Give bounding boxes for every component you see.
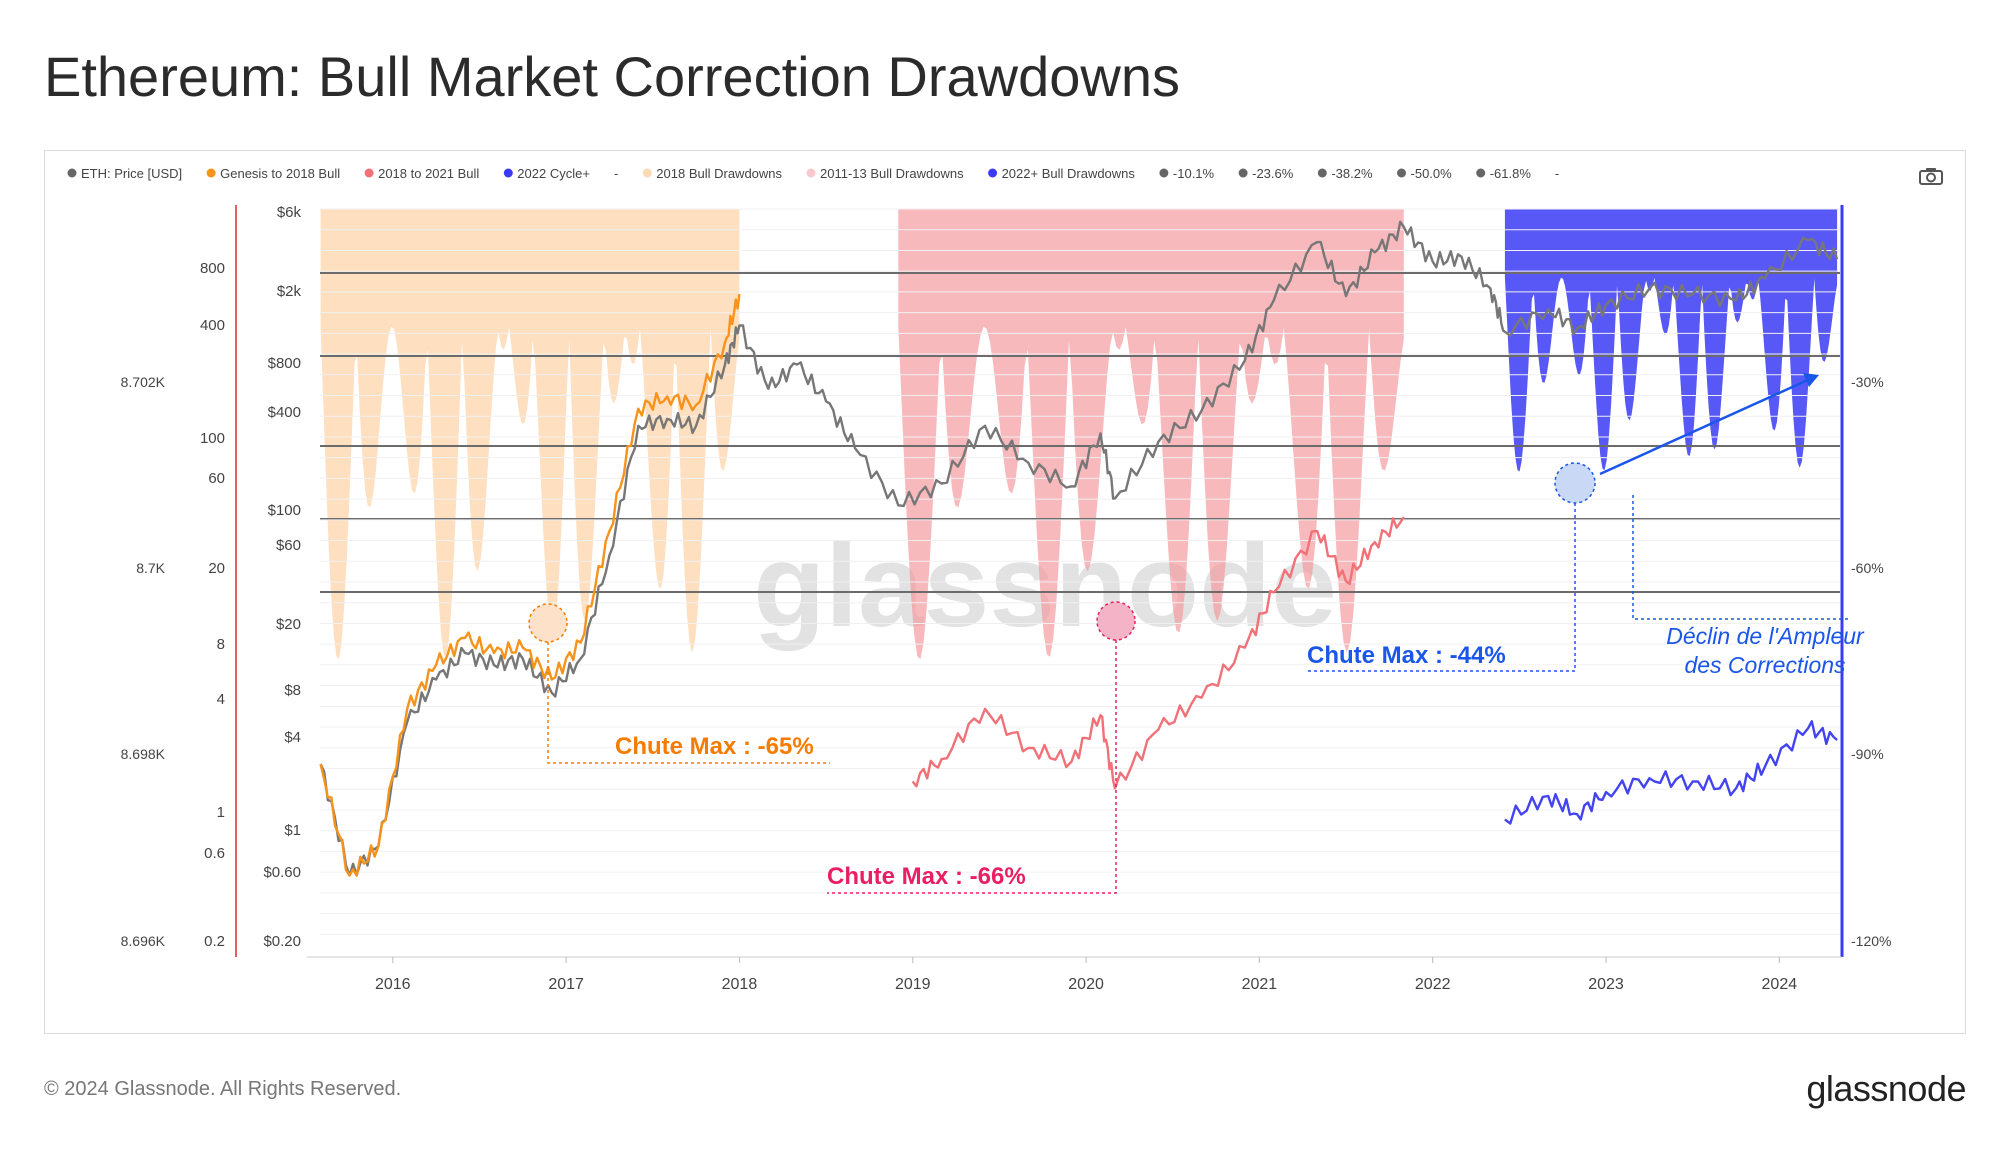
legend-marker <box>67 168 77 178</box>
legend-marker <box>364 168 374 178</box>
axis-far-left-tick: 8.696K <box>121 933 166 949</box>
trend-arrow <box>1599 377 1811 476</box>
axis-price-tick: $400 <box>268 404 301 421</box>
axis-price-tick: $100 <box>268 502 301 519</box>
legend-item: -10.1% <box>1173 166 1215 181</box>
annotation-leader <box>1632 495 1851 620</box>
max-drop-marker <box>1554 462 1596 504</box>
chart-panel: glassnodeETH: Price [USD]Genesis to 2018… <box>44 150 1966 1034</box>
legend-item: ETH: Price [USD] <box>81 166 182 181</box>
annotation-leader <box>1307 503 1576 672</box>
axis-price-tick: $8 <box>284 682 301 699</box>
axis-mid-left-tick: 20 <box>208 560 225 577</box>
axis-mid-left-tick: 8 <box>217 636 225 653</box>
annotation-leader <box>827 640 1117 894</box>
legend-item: 2022+ Bull Drawdowns <box>1002 166 1136 181</box>
axis-price-tick: $20 <box>276 616 301 633</box>
drawdown-band <box>898 209 1404 660</box>
annotation-label: des Corrections <box>1684 652 1846 678</box>
axis-price-tick: $6k <box>277 204 302 221</box>
legend-marker <box>988 168 998 178</box>
x-tick-label: 2024 <box>1762 976 1798 993</box>
axis-far-left-tick: 8.702K <box>121 374 166 390</box>
x-tick-label: 2023 <box>1588 976 1624 993</box>
max-drop-marker <box>1096 601 1136 641</box>
x-tick-label: 2019 <box>895 976 931 993</box>
annotation-label: Chute Max : -44% <box>1307 642 1506 669</box>
series-line <box>319 220 1839 877</box>
legend-marker <box>1476 168 1486 178</box>
axis-mid-left-tick: 400 <box>200 317 225 334</box>
annotation-label: Chute Max : -65% <box>615 733 814 760</box>
annotation-label: Chute Max : -66% <box>827 863 1026 890</box>
axis-mid-left-tick: 4 <box>217 691 225 708</box>
axis-far-left-tick: 8.7K <box>136 560 165 576</box>
axis-mid-left-tick: 100 <box>200 430 225 447</box>
axis-price-tick: $2k <box>277 283 302 300</box>
axis-far-left-tick: 8.698K <box>121 746 166 762</box>
x-tick-label: 2016 <box>375 976 411 993</box>
max-drop-marker <box>528 603 568 643</box>
axis-right-tick: -120% <box>1851 933 1891 949</box>
axis-right-tick: -30% <box>1851 374 1884 390</box>
series-line <box>1504 720 1838 825</box>
axis-price-tick: $60 <box>276 537 301 554</box>
x-tick-label: 2021 <box>1242 976 1278 993</box>
axis-mid-left-tick: 60 <box>208 470 225 487</box>
legend-item: -61.8% <box>1490 166 1532 181</box>
x-tick-label: 2017 <box>548 976 584 993</box>
legend-item: - <box>614 166 618 181</box>
x-tick-label: 2018 <box>722 976 758 993</box>
legend-marker <box>1397 168 1407 178</box>
legend-marker <box>503 168 513 178</box>
axis-mid-left-tick: 800 <box>200 260 225 277</box>
legend-item: -38.2% <box>1331 166 1373 181</box>
x-tick-label: 2022 <box>1415 976 1451 993</box>
axis-right-tick: -60% <box>1851 560 1884 576</box>
legend-item: 2011-13 Bull Drawdowns <box>820 166 964 181</box>
chart-svg: glassnodeETH: Price [USD]Genesis to 2018… <box>67 166 1891 993</box>
series-line <box>319 293 741 877</box>
legend-item: -23.6% <box>1252 166 1294 181</box>
trend-arrow-head <box>1803 373 1819 387</box>
axis-right-tick: -90% <box>1851 746 1884 762</box>
footer-logo: glassnode <box>1806 1068 1966 1109</box>
legend-item: 2018 Bull Drawdowns <box>656 166 782 181</box>
legend-marker <box>1159 168 1169 178</box>
legend-marker <box>1317 168 1327 178</box>
legend-item: - <box>1555 166 1559 181</box>
axis-mid-left-tick: 0.2 <box>204 933 225 950</box>
legend-item: -50.0% <box>1411 166 1453 181</box>
series-line <box>911 516 1405 790</box>
drawdown-band <box>320 209 740 660</box>
camera-icon[interactable] <box>1918 166 1944 186</box>
drawdown-band <box>1504 209 1838 472</box>
axis-price-tick: $800 <box>268 355 301 372</box>
footer-copyright: © 2024 Glassnode. All Rights Reserved. <box>44 1078 402 1100</box>
x-tick-label: 2020 <box>1068 976 1104 993</box>
legend-item: 2022 Cycle+ <box>517 166 590 181</box>
legend-item: 2018 to 2021 Bull <box>378 166 479 181</box>
axis-mid-left-tick: 1 <box>217 804 225 821</box>
axis-price-tick: $1 <box>284 822 301 839</box>
legend-marker <box>206 168 216 178</box>
annotation-leader <box>547 642 830 764</box>
page-title: Ethereum: Bull Market Correction Drawdow… <box>44 45 1180 108</box>
legend-marker <box>1238 168 1248 178</box>
legend-marker <box>806 168 816 178</box>
annotation-label: Déclin de l'Ampleur <box>1666 623 1865 649</box>
axis-price-tick: $0.60 <box>263 864 301 881</box>
legend-marker <box>642 168 652 178</box>
axis-price-tick: $4 <box>284 729 301 746</box>
axis-price-tick: $0.20 <box>263 933 301 950</box>
legend-item: Genesis to 2018 Bull <box>220 166 340 181</box>
axis-mid-left-tick: 0.6 <box>204 845 225 862</box>
